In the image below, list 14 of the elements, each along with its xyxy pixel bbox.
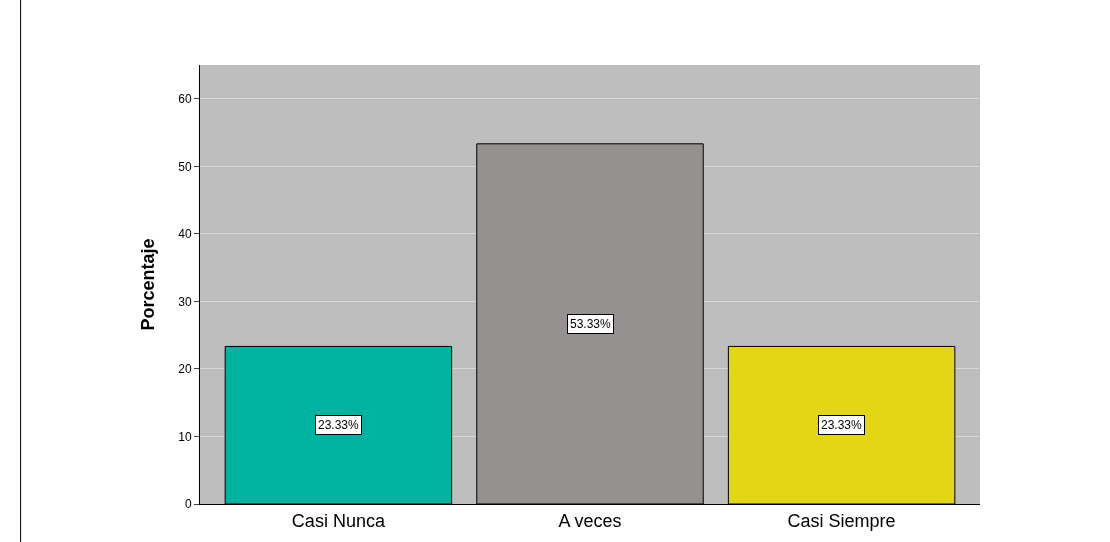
y-axis-title: Porcentaje	[138, 238, 158, 331]
y-tick-label: 0	[184, 497, 192, 512]
data-label: 53.33%	[570, 317, 612, 331]
y-tick-label: 40	[178, 227, 192, 242]
data-label: 23.33%	[821, 418, 863, 432]
y-tick-label: 20	[178, 362, 192, 377]
y-tick-label: 10	[178, 429, 192, 444]
x-tick-label: A veces	[558, 510, 622, 531]
data-label: 23.33%	[318, 418, 360, 432]
x-tick-label: Casi Nunca	[291, 510, 386, 531]
y-tick-label: 50	[178, 159, 192, 174]
y-tick-label: 60	[178, 91, 192, 106]
y-tick-label: 30	[178, 294, 192, 309]
x-tick-label: Casi Siempre	[787, 510, 896, 531]
